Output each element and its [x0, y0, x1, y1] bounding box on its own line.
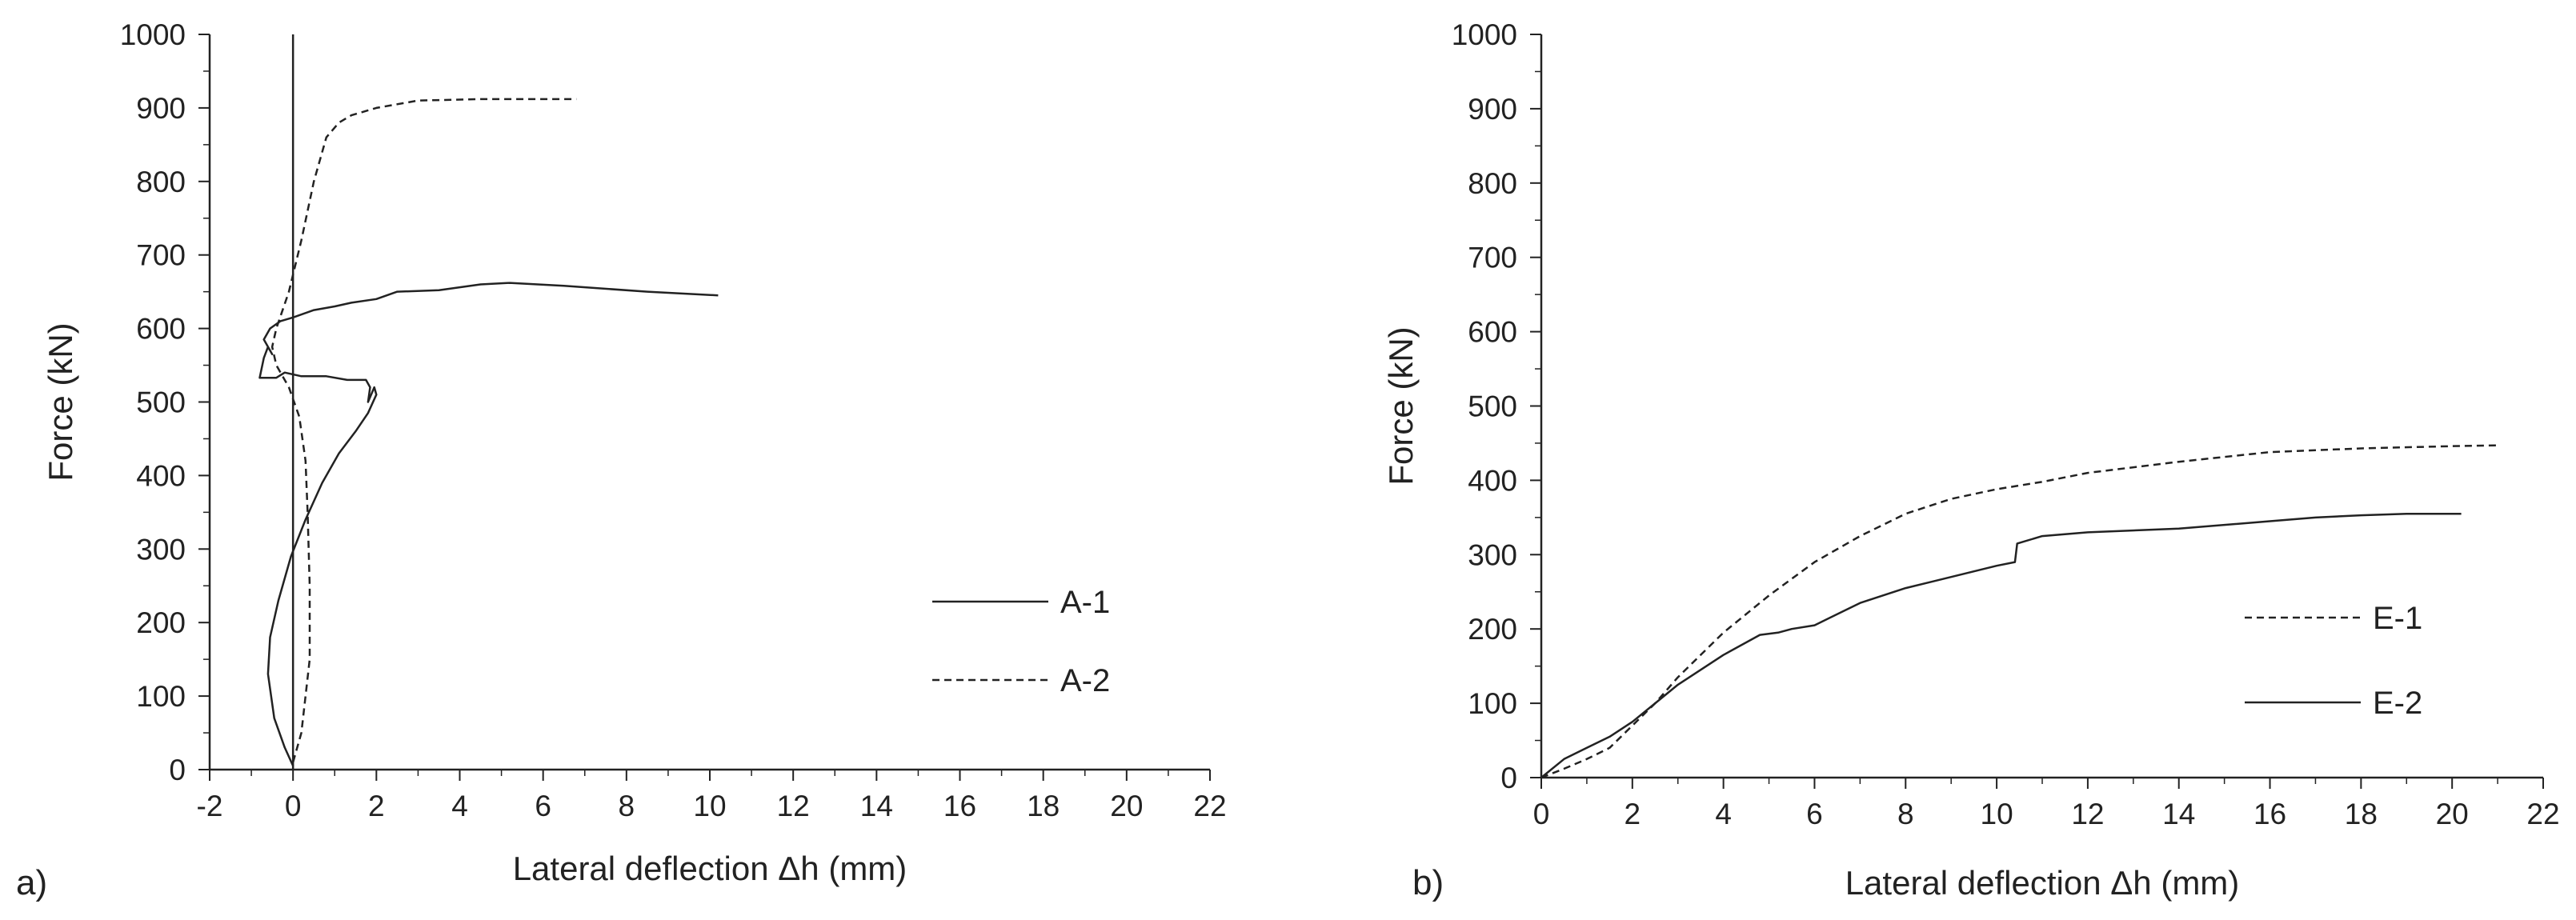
x-tick-label: 22 — [1193, 790, 1226, 822]
y-tick-label: 100 — [136, 680, 186, 713]
x-tick-label: 10 — [1981, 798, 2013, 830]
legend-label-e-1: E-1 — [2373, 601, 2422, 636]
x-tick-label: 2 — [1625, 798, 1641, 830]
x-axis-label: Lateral deflection Δh (mm) — [1845, 864, 2240, 902]
y-tick-label: 700 — [1468, 242, 1517, 274]
x-tick-label: 22 — [2526, 798, 2559, 830]
y-tick-label: 900 — [1468, 93, 1517, 126]
x-tick-label: 20 — [1110, 790, 1143, 822]
series-line-a-1 — [258, 282, 719, 766]
x-tick-label: 0 — [285, 790, 302, 822]
y-tick-label: 800 — [1468, 167, 1517, 200]
y-tick-label: 600 — [1468, 316, 1517, 349]
y-tick-label: 700 — [136, 239, 186, 272]
panel-label: b) — [1412, 863, 1444, 902]
x-tick-label: 16 — [943, 790, 976, 822]
chart-panel-b: 0 2 4 6 8 10 12 14 16 18 20 22 0 100 200 300 400 500 600 70… — [1382, 18, 2560, 902]
legend-label-a-1: A-1 — [1060, 585, 1110, 620]
x-tick-label: 6 — [1806, 798, 1823, 830]
x-tick-label: 18 — [1027, 790, 1060, 822]
y-tick-label: 0 — [1500, 762, 1517, 794]
x-tick-label: 10 — [693, 790, 726, 822]
x-tick-label: 2 — [368, 790, 385, 822]
x-tick-label: 4 — [1715, 798, 1732, 830]
x-tick-label: 8 — [619, 790, 635, 822]
x-tick-label: -2 — [197, 790, 223, 822]
x-tick-label: 4 — [451, 790, 468, 822]
series-line-e-2 — [1540, 512, 2462, 778]
y-axis-label: Force (kN) — [1382, 326, 1420, 485]
y-tick-label: 1000 — [1452, 18, 1517, 51]
series-line-e-1 — [1540, 444, 2498, 779]
y-tick-label: 500 — [1468, 390, 1517, 423]
y-tick-label: 300 — [1468, 538, 1517, 571]
x-tick-label: 18 — [2345, 798, 2378, 830]
x-tick-label: 16 — [2253, 798, 2286, 830]
x-tick-label: 12 — [2071, 798, 2104, 830]
y-tick-label: 200 — [1468, 613, 1517, 646]
y-tick-label: 100 — [1468, 687, 1517, 720]
y-tick-label: 300 — [136, 533, 186, 566]
legend-label-a-2: A-2 — [1060, 663, 1110, 698]
x-axis-label: Lateral deflection Δh (mm) — [513, 850, 907, 887]
y-axis-label: Force (kN) — [42, 322, 79, 481]
x-tick-label: 20 — [2436, 798, 2469, 830]
x-tick-label: 14 — [2162, 798, 2195, 830]
legend-label-e-2: E-2 — [2373, 686, 2422, 721]
y-tick-label: 500 — [136, 386, 186, 419]
x-tick-label: 14 — [860, 790, 893, 822]
x-tick-label: 6 — [535, 790, 551, 822]
y-tick-label: 900 — [136, 92, 186, 125]
series-line-a-2 — [270, 98, 577, 763]
x-tick-label: 12 — [777, 790, 810, 822]
chart-panel-a: -2 0 2 4 6 8 10 12 14 16 18 20 22 0 100 200 300 400 500 600… — [16, 18, 1227, 902]
y-tick-label: 600 — [136, 313, 186, 346]
y-tick-label: 200 — [136, 606, 186, 639]
x-tick-label: 8 — [1897, 798, 1914, 830]
panel-label: a) — [16, 863, 47, 902]
y-tick-label: 400 — [1468, 464, 1517, 497]
y-tick-label: 1000 — [120, 18, 186, 51]
y-tick-label: 0 — [169, 754, 186, 786]
y-tick-label: 800 — [136, 166, 186, 198]
x-tick-label: 0 — [1533, 798, 1550, 830]
y-tick-label: 400 — [136, 459, 186, 492]
